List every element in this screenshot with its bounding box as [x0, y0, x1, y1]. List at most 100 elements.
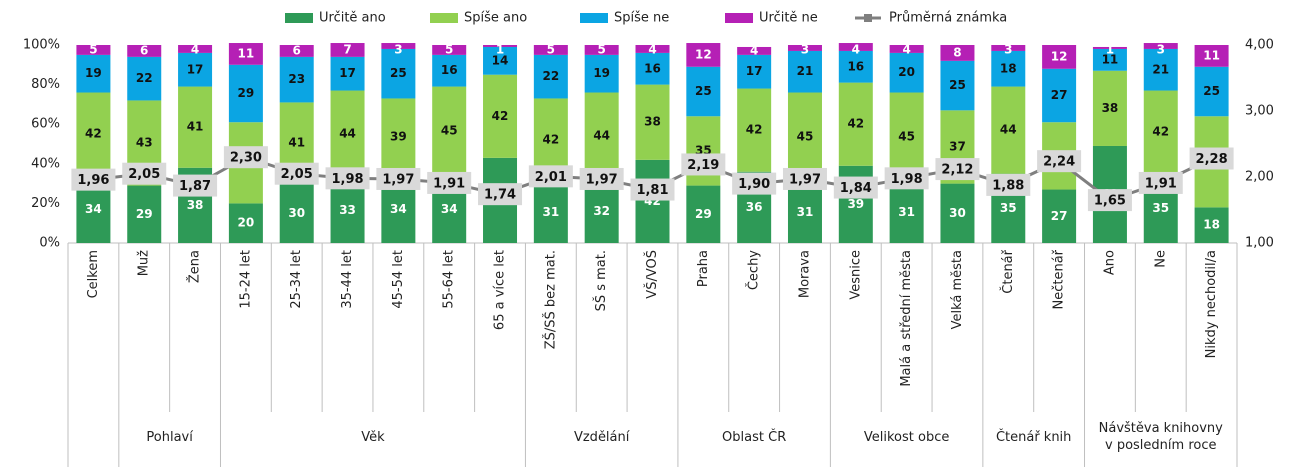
x-tick-label: 55-64 let: [442, 250, 457, 309]
x-tick-label: Čtenář: [1000, 249, 1016, 293]
data-label: 36: [746, 200, 763, 214]
bar-segment: [584, 54, 619, 93]
line-label-box: [1087, 189, 1132, 212]
bar-segment: [483, 74, 518, 158]
x-tick-label: Celkem: [86, 250, 101, 298]
legend-swatch: [580, 13, 608, 23]
data-label: 5: [597, 43, 605, 57]
bar-segment: [483, 45, 518, 47]
data-label: 4: [191, 43, 199, 57]
bar-segment: [889, 45, 924, 53]
y2-tick-label: 4,00: [1245, 38, 1274, 53]
line-value-label: 1,74: [484, 188, 516, 203]
line-value-label: 1,91: [1145, 176, 1177, 191]
line-value-label: 1,87: [179, 179, 211, 194]
data-label: 16: [847, 59, 864, 73]
bar-segment: [381, 43, 416, 49]
data-label: 3: [1004, 43, 1012, 57]
bar-segment: [1042, 45, 1077, 69]
data-label: 39: [847, 197, 864, 211]
data-label: 3: [394, 43, 402, 57]
line-label-box: [986, 173, 1031, 196]
bar-segment: [787, 45, 822, 51]
x-tick-label: Malá a střední města: [899, 250, 914, 387]
data-label: 31: [542, 205, 559, 219]
x-tick-label: SŠ s mat.: [593, 250, 609, 311]
bar-segment: [127, 45, 162, 57]
data-label: 25: [949, 78, 966, 92]
group-label: Pohlaví: [146, 430, 193, 445]
bar-segment: [127, 56, 162, 101]
data-label: 29: [136, 207, 153, 221]
bar-segment: [1092, 70, 1127, 146]
bar-segment: [991, 86, 1026, 174]
bar-segment: [737, 54, 772, 89]
data-label: 34: [390, 202, 407, 216]
bar-segment: [940, 45, 975, 61]
bar-segment: [228, 203, 263, 243]
bar-segment: [1143, 43, 1178, 49]
data-label: 38: [1102, 101, 1119, 115]
bar-segment: [533, 181, 568, 243]
line-label-box: [528, 165, 573, 188]
data-label: 42: [85, 127, 102, 141]
data-label: 43: [136, 136, 153, 150]
group-label: Velikost obce: [863, 430, 950, 445]
bar-segment: [432, 54, 467, 87]
bar-segment: [889, 52, 924, 93]
data-label: 31: [898, 205, 915, 219]
legend-swatch: [285, 13, 313, 23]
data-label: 34: [85, 202, 102, 216]
bar-segment: [330, 90, 365, 178]
line-label-box: [1037, 150, 1082, 173]
x-tick-label: Nečtenář: [1052, 249, 1067, 309]
line-label-box: [325, 167, 370, 190]
line-label-box: [884, 167, 929, 190]
data-label: 4: [902, 43, 910, 57]
x-tick-label: VŠ/VOŠ: [644, 250, 660, 299]
line-value-label: 1,97: [382, 172, 414, 187]
line-value-label: 1,98: [891, 172, 923, 187]
bar-segment: [787, 92, 822, 182]
y2-tick-label: 2,00: [1245, 170, 1274, 185]
y2-tick-label: 3,00: [1245, 104, 1274, 119]
bar-segment: [432, 86, 467, 176]
data-label: 4: [648, 43, 656, 57]
data-label: 37: [949, 139, 966, 153]
bar-segment: [228, 43, 263, 65]
legend-swatch: [725, 13, 753, 23]
line-label-box: [630, 178, 675, 201]
bar-segment: [178, 86, 213, 168]
bar-segment: [635, 45, 670, 53]
data-label: 38: [187, 198, 204, 212]
x-tick-label: Žena: [187, 250, 203, 283]
data-label: 35: [1000, 201, 1017, 215]
line-label-box: [732, 172, 777, 195]
data-label: 27: [1051, 88, 1068, 102]
bar-segment: [178, 52, 213, 87]
bar-segment: [330, 43, 365, 57]
data-label: 42: [492, 109, 509, 123]
line-value-label: 1,84: [840, 181, 872, 196]
legend-label: Určitě ne: [759, 11, 818, 26]
bar-segment: [838, 50, 873, 83]
line-label-box: [681, 153, 726, 176]
line-value-label: 2,19: [687, 158, 719, 173]
bar-segment: [76, 92, 111, 176]
data-label: 7: [343, 43, 351, 57]
data-label: 44: [1000, 123, 1017, 137]
data-label: 44: [339, 127, 356, 141]
data-label: 22: [542, 69, 559, 83]
bar-segment: [889, 92, 924, 182]
data-label: 5: [89, 43, 97, 57]
data-label: 18: [1203, 218, 1220, 232]
line-label-box: [427, 171, 472, 194]
bar-segment: [432, 45, 467, 55]
bar-segment: [76, 54, 111, 93]
data-label: 20: [898, 65, 915, 79]
bar-segment: [76, 45, 111, 55]
x-tick-label: 65 a více let: [493, 250, 508, 330]
bar-segment: [228, 64, 263, 123]
line-label-box: [173, 174, 218, 197]
bar-segment: [686, 43, 721, 67]
